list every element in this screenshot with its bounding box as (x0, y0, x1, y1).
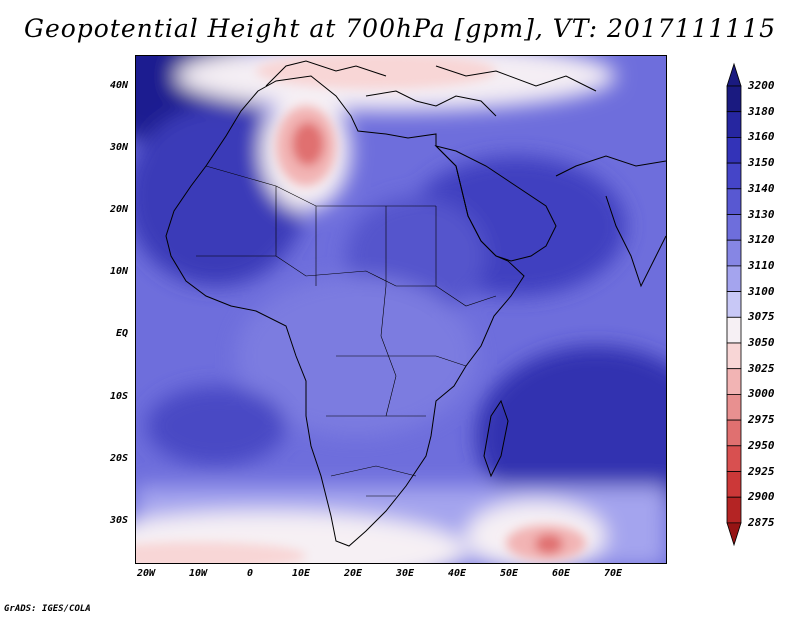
colorbar-tick-label: 2925 (748, 464, 775, 478)
lat-label-10s: 10S (109, 391, 128, 402)
colorbar-tick-label: 3110 (748, 258, 775, 272)
colorbar-tick-label: 3200 (748, 79, 775, 92)
colorbar-tick-label: 3050 (748, 336, 775, 349)
colorbar-tick-label: 2900 (748, 490, 775, 504)
lon-label-10e: 10E (291, 568, 311, 579)
colorbar-cell (726, 111, 742, 138)
colorbar-tick-label: 3000 (748, 387, 775, 401)
colorbar-tick-label: 3075 (748, 310, 775, 324)
footer-credit: GrADS: IGES/COLA (4, 604, 91, 614)
lon-label-10w: 10W (188, 568, 208, 579)
colorbar-tick-label: 3025 (748, 361, 775, 375)
colorbar-cell (726, 445, 742, 472)
colorbar-tick-label: 2975 (748, 413, 775, 427)
colorbar-tick-label: 3100 (748, 284, 775, 298)
colorbar-cell (726, 316, 742, 344)
lon-label-40e: 40E (447, 568, 467, 579)
colorbar-cell (726, 214, 742, 241)
colorbar-cell (726, 239, 742, 267)
colorbar (726, 62, 742, 547)
lat-label-20n: 20N (109, 204, 128, 215)
colorbar-cell (726, 265, 742, 292)
colorbar-tick-label: 2950 (748, 438, 775, 452)
lat-label-30n: 30N (109, 142, 128, 153)
colorbar-tick-label: 3180 (748, 104, 775, 118)
lon-label-50e: 50E (499, 568, 519, 579)
colorbar-tick-label: 3160 (748, 130, 775, 144)
colorbar-cell (726, 137, 742, 164)
chart-title: Geopotential Height at 700hPa [gpm], VT:… (23, 14, 777, 43)
colorbar-bottom-arrow (726, 522, 742, 547)
colorbar-tick-label: 3140 (748, 181, 775, 195)
map-panel (135, 55, 667, 564)
lon-label-60e: 60E (551, 568, 571, 579)
field-low-centers (136, 56, 586, 563)
coastlines (165, 60, 666, 547)
country-borders (196, 165, 497, 497)
colorbar-top-arrow (726, 62, 742, 87)
colorbar-tick-label: 2875 (748, 515, 775, 529)
lat-label-30s: 30S (109, 515, 128, 526)
lon-label-30e: 30E (395, 568, 415, 579)
colorbar-tick-label: 3150 (748, 156, 775, 170)
lon-label-70e: 70E (603, 568, 623, 579)
lat-label-10n: 10N (109, 266, 128, 277)
lon-label-0: 0 (246, 568, 254, 579)
colorbar-cell (726, 471, 742, 498)
colorbar-tick-label: 3130 (748, 207, 775, 221)
lon-label-20w: 20W (136, 568, 156, 579)
colorbar-cell (726, 85, 742, 113)
colorbar-cell (726, 188, 742, 215)
colorbar-cell (726, 393, 742, 421)
colorbar-cell (726, 162, 742, 190)
lat-label-eq: EQ (115, 328, 128, 339)
colorbar-cell (726, 496, 742, 524)
lat-label-20s: 20S (109, 453, 128, 464)
lon-label-20e: 20E (343, 568, 363, 579)
geopotential-map (136, 56, 666, 563)
colorbar-cell (726, 419, 742, 447)
colorbar-cell (726, 368, 742, 395)
lat-label-40n: 40N (109, 80, 128, 91)
colorbar-tick-label: 3120 (748, 233, 775, 247)
colorbar-cell (726, 342, 742, 370)
colorbar-cell (726, 291, 742, 318)
